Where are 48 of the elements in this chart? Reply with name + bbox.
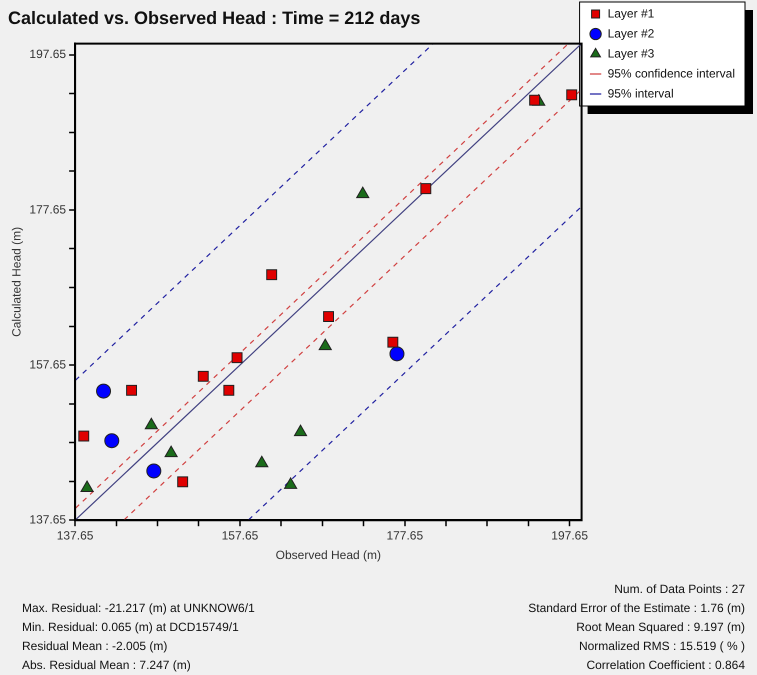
y-tick-label: 157.65	[29, 357, 66, 372]
point	[387, 336, 398, 348]
x-tick-label: 157.65	[222, 528, 259, 543]
text: Normalized RMS : 15.519 ( % )	[578, 638, 745, 655]
point	[80, 480, 94, 492]
point	[318, 338, 332, 350]
chart-title: Calculated vs. Observed Head : Time = 212 days	[8, 8, 420, 28]
x-axis-title: Observed Head (m)	[276, 548, 382, 562]
point	[232, 352, 243, 364]
point	[177, 476, 188, 488]
text: Root Mean Squared : 9.197 (m)	[575, 619, 745, 636]
legend-label: 95% confidence interval	[608, 66, 736, 80]
text: Standard Error of the Estimate : 1.76 (m)	[528, 600, 745, 617]
point	[126, 384, 138, 396]
text: Abs. Residual Mean : 7.247 (m)	[22, 657, 192, 674]
point	[566, 89, 578, 100]
text: Min. Residual: 0.065 (m) at DCD15749/1	[22, 619, 240, 636]
y-tick-label: 197.65	[29, 47, 66, 62]
x-tick-label: 197.65	[551, 528, 588, 543]
point	[420, 183, 432, 194]
y-axis-title: Calculated Head (m)	[10, 226, 24, 337]
legend-label: Layer #2	[608, 26, 655, 40]
text: Correlation Coefficient : 0.864	[585, 657, 745, 674]
point	[323, 311, 334, 322]
legend-label: Layer #3	[608, 46, 655, 60]
x-tick-label: 177.65	[386, 528, 424, 543]
legend-label: 95% interval	[608, 86, 674, 100]
text: Num. of Data Points : 27	[613, 581, 745, 598]
point	[78, 430, 90, 442]
text: Max. Residual: -21.217 (m) at UNKNOW6/1	[22, 600, 255, 617]
point	[96, 384, 112, 399]
y-tick-label: 137.65	[29, 512, 66, 527]
x-tick-label: 137.65	[56, 528, 94, 543]
point	[104, 433, 120, 448]
text: Residual Mean : -2.005 (m)	[22, 638, 168, 655]
point	[255, 456, 268, 468]
point	[146, 463, 162, 478]
point	[164, 446, 178, 458]
y-tick-label: 177.65	[29, 202, 66, 216]
legend-label: Layer #1	[608, 6, 655, 20]
point	[144, 418, 158, 430]
point	[284, 477, 298, 489]
point	[198, 370, 209, 382]
point	[294, 424, 308, 436]
point	[223, 384, 234, 396]
point	[389, 346, 404, 362]
point	[529, 94, 540, 106]
point	[266, 269, 278, 280]
